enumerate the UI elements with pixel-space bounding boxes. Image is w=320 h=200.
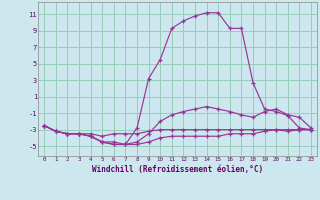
- X-axis label: Windchill (Refroidissement éolien,°C): Windchill (Refroidissement éolien,°C): [92, 165, 263, 174]
